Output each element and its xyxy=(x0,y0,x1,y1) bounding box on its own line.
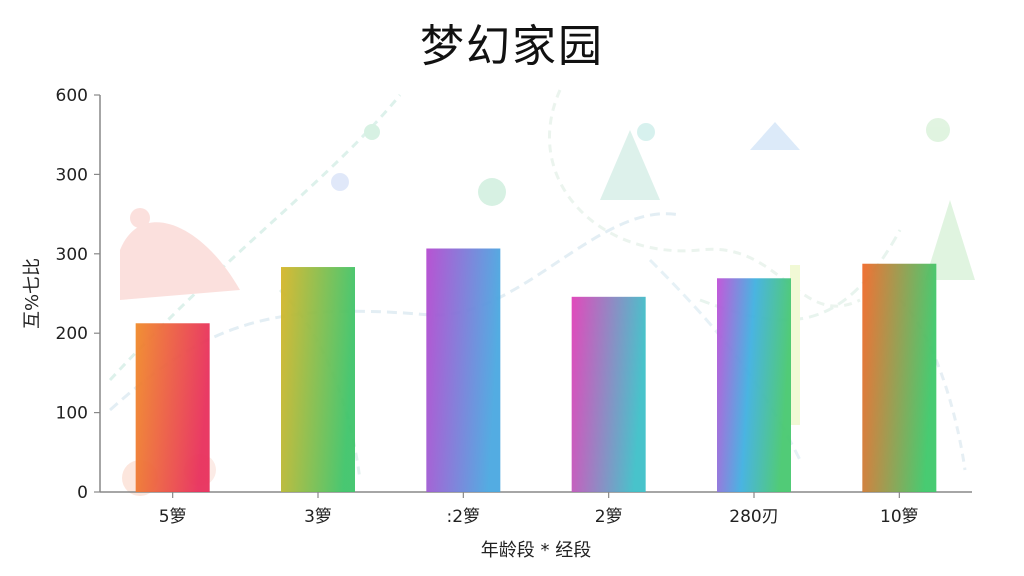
bar-6[interactable] xyxy=(862,263,937,492)
bar-4[interactable] xyxy=(571,296,646,492)
axes xyxy=(94,94,972,498)
y-axis-title: 互%七比 xyxy=(22,258,43,329)
x-tick-label: :2箩 xyxy=(447,507,481,527)
bars xyxy=(135,248,937,492)
background-decoration xyxy=(108,89,975,496)
bar-2[interactable] xyxy=(281,267,355,492)
bar-5[interactable] xyxy=(717,278,791,492)
y-tick-label: 100 xyxy=(56,404,88,424)
x-axis-title: 年龄段 * 经段 xyxy=(481,540,591,561)
chart-title: 梦幻家园 xyxy=(420,21,604,72)
y-tick-label: 200 xyxy=(56,324,88,344)
y-tick-label: 600 xyxy=(56,86,88,106)
y-tick-label: 300 xyxy=(56,165,88,185)
x-tick-label: 3箩 xyxy=(304,507,332,527)
x-tick-label: 2箩 xyxy=(595,507,623,527)
x-tick-label: 280刃 xyxy=(729,507,778,527)
y-tick-label: 300 xyxy=(56,245,88,265)
y-tick-label: 0 xyxy=(77,483,88,503)
bar-3[interactable] xyxy=(426,248,501,492)
x-tick-label: 10箩 xyxy=(880,507,919,527)
x-tick-label: 5箩 xyxy=(159,507,187,527)
bar-1[interactable] xyxy=(135,323,210,492)
